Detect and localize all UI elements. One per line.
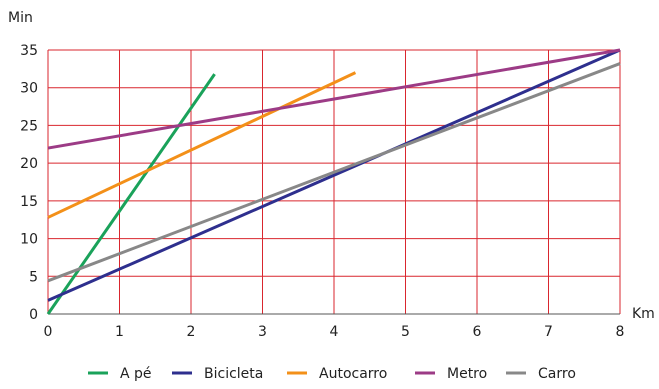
y-tick-label-0: 0 <box>29 307 38 323</box>
x-tick-label-1: 1 <box>115 324 124 340</box>
y-tick-label-2: 10 <box>20 232 38 248</box>
grid <box>47 49 621 315</box>
y-tick-label-5: 25 <box>20 118 38 134</box>
series-lines <box>46 48 621 315</box>
x-tick-label-3: 3 <box>258 324 267 340</box>
series-line-a-p- <box>46 73 216 315</box>
x-tick-label-5: 5 <box>401 324 410 340</box>
y-tick-labels: 0 5 10 15 20 25 30 35 <box>20 43 38 323</box>
y-tick-label-3: 15 <box>20 194 38 210</box>
x-tick-label-6: 6 <box>473 324 482 340</box>
series-line-metro <box>47 48 621 150</box>
legend-label-0: A pé <box>120 366 152 382</box>
series-line-carro <box>47 62 621 283</box>
y-tick-label-6: 30 <box>20 81 38 97</box>
y-axis-title: Min <box>8 10 33 26</box>
legend: A pé Bicicleta Autocarro Metro Carro <box>88 366 576 382</box>
legend-label-2: Autocarro <box>319 366 387 382</box>
x-axis-title: Km <box>632 306 655 322</box>
legend-label-1: Bicicleta <box>204 366 263 382</box>
x-tick-label-2: 2 <box>187 324 196 340</box>
x-tick-label-8: 8 <box>616 324 625 340</box>
x-tick-label-0: 0 <box>44 324 53 340</box>
legend-label-4: Carro <box>538 366 576 382</box>
x-tick-labels: 0 1 2 3 4 5 6 7 8 <box>44 324 625 340</box>
series-line-autocarro <box>47 71 357 219</box>
y-tick-label-4: 20 <box>20 156 38 172</box>
series-line-bicicleta <box>47 48 621 302</box>
x-tick-label-4: 4 <box>330 324 339 340</box>
legend-label-3: Metro <box>447 366 487 382</box>
y-tick-label-7: 35 <box>20 43 38 59</box>
x-tick-label-7: 7 <box>544 324 553 340</box>
y-tick-label-1: 5 <box>29 269 38 285</box>
